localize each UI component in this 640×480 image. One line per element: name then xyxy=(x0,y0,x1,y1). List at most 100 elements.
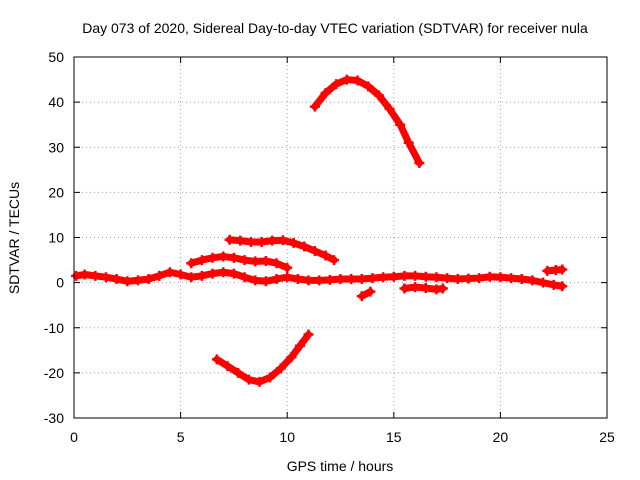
data-point xyxy=(414,158,425,169)
data-point xyxy=(265,372,276,383)
data-point xyxy=(175,269,186,280)
data-point xyxy=(207,252,218,263)
data-point xyxy=(516,274,527,285)
data-point xyxy=(399,283,410,294)
data-point xyxy=(239,255,250,266)
data-point xyxy=(299,241,310,252)
y-tick-label: 40 xyxy=(48,94,64,110)
data-point xyxy=(207,268,218,279)
data-point xyxy=(341,74,352,85)
data-point xyxy=(410,282,421,293)
data-point xyxy=(250,256,261,267)
y-tick-label: -20 xyxy=(44,365,64,381)
data-point xyxy=(309,101,320,112)
data-point xyxy=(256,237,267,248)
data-point xyxy=(378,272,389,283)
data-point xyxy=(352,75,363,86)
data-point xyxy=(420,271,431,282)
data-point xyxy=(245,237,256,248)
y-tick-label: -10 xyxy=(44,320,64,336)
data-point xyxy=(324,274,335,285)
data-point xyxy=(506,273,517,284)
data-point xyxy=(122,276,133,287)
data-point xyxy=(495,272,506,283)
data-point xyxy=(309,246,320,257)
data-point xyxy=(79,269,90,280)
data-point xyxy=(196,255,207,266)
chart-title: Day 073 of 2020, Sidereal Day-to-day VTE… xyxy=(82,20,588,36)
x-tick-label: 10 xyxy=(279,429,295,445)
data-point xyxy=(239,272,250,283)
data-point xyxy=(399,270,410,281)
y-tick-label: -30 xyxy=(44,410,64,426)
data-point xyxy=(557,281,568,292)
data-point xyxy=(267,235,278,246)
data-point xyxy=(111,274,122,285)
data-point xyxy=(286,352,297,363)
data-point xyxy=(442,273,453,284)
data-point xyxy=(288,237,299,248)
data-point xyxy=(235,235,246,246)
data-point xyxy=(474,273,485,284)
data-point xyxy=(367,273,378,284)
data-point xyxy=(260,255,271,266)
data-point xyxy=(320,88,331,99)
data-point xyxy=(228,268,239,279)
data-point xyxy=(373,90,384,101)
data-point xyxy=(452,274,463,285)
data-point xyxy=(233,367,244,378)
y-tick-label: 50 xyxy=(48,49,64,65)
data-point xyxy=(538,277,549,288)
data-point xyxy=(363,81,374,92)
data-point xyxy=(271,274,282,285)
x-tick-label: 20 xyxy=(493,429,509,445)
series-line-band-5 xyxy=(187,252,291,272)
data-point xyxy=(277,235,288,246)
data-point xyxy=(164,267,175,278)
data-point xyxy=(132,275,143,286)
data-point xyxy=(282,272,293,283)
data-point xyxy=(243,374,254,385)
data-point xyxy=(196,270,207,281)
data-point xyxy=(403,137,414,148)
data-point xyxy=(303,275,314,286)
data-point xyxy=(294,340,305,351)
data-point xyxy=(71,270,82,281)
data-point xyxy=(557,264,568,275)
data-point xyxy=(356,291,367,302)
data-point xyxy=(356,274,367,285)
data-point xyxy=(282,262,293,273)
data-point xyxy=(275,363,286,374)
data-point xyxy=(143,274,154,285)
data-point xyxy=(303,329,314,340)
data-point xyxy=(260,276,271,287)
data-point xyxy=(218,251,229,262)
data-point xyxy=(100,272,111,283)
x-tick-label: 15 xyxy=(386,429,402,445)
data-point xyxy=(254,376,265,387)
data-point xyxy=(463,273,474,284)
data-point xyxy=(346,274,357,285)
data-point xyxy=(154,270,165,281)
data-point xyxy=(542,265,553,276)
data-point xyxy=(437,283,448,294)
data-point xyxy=(250,275,261,286)
x-tick-label: 5 xyxy=(177,429,185,445)
y-tick-label: 30 xyxy=(48,139,64,155)
data-point xyxy=(548,279,559,290)
data-point xyxy=(224,234,235,245)
series-line-arc-low xyxy=(213,331,313,386)
data-point xyxy=(292,274,303,285)
data-marks xyxy=(71,74,568,387)
data-point xyxy=(410,270,421,281)
data-point xyxy=(329,255,340,266)
x-tick-label: 0 xyxy=(70,429,78,445)
y-tick-label: 10 xyxy=(48,230,64,246)
data-point xyxy=(271,258,282,269)
data-point xyxy=(211,354,222,365)
data-point xyxy=(384,103,395,114)
x-axis-label: GPS time / hours xyxy=(287,458,394,474)
data-point xyxy=(335,274,346,285)
data-point xyxy=(431,272,442,283)
